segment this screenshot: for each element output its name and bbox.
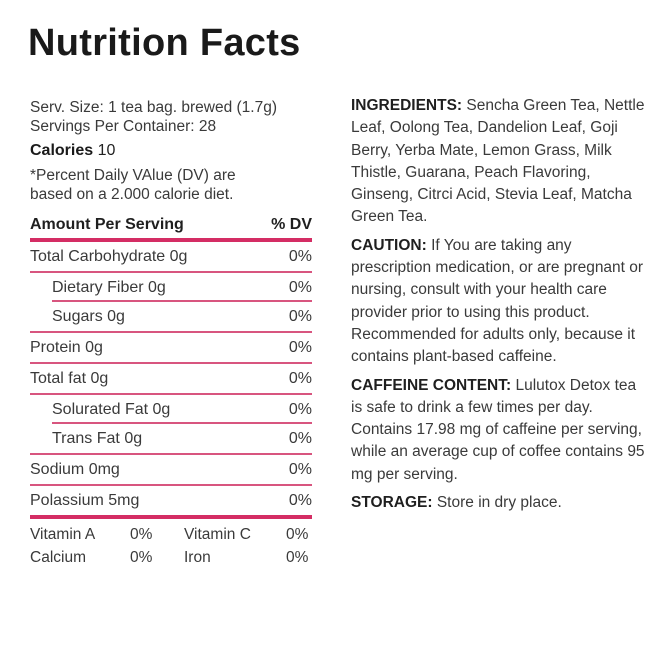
dv-note-line: based on a 2.000 calorie diet. [30, 186, 234, 203]
nutrient-label: Trans Fat 0g [52, 430, 143, 447]
caffeine-label: CAFFEINE CONTENT: [351, 376, 512, 394]
nutrient-row: Trans Fat 0g 0% [30, 424, 312, 455]
nutrient-label: Total Carbohydrate 0g [30, 248, 188, 265]
page-title: Nutrition Facts [28, 22, 301, 64]
nutrient-dv: 0% [288, 401, 312, 418]
nutrient-label: Sugars 0g [52, 308, 125, 325]
vitamin-name: Iron [184, 549, 211, 566]
dv-note: *Percent Daily VAlue (DV) are based on a… [30, 166, 312, 204]
nutrient-label: Polassium 5mg [30, 492, 140, 509]
nutrient-row: Solurated Fat 0g 0% [30, 395, 312, 424]
storage: STORAGE: Store in dry place. [351, 492, 651, 514]
nutrient-dv: 0% [288, 308, 312, 325]
vitamin-name: Calcium [30, 549, 86, 566]
nutrient-dv: 0% [288, 279, 312, 296]
vitamin-dv: 0% [286, 526, 309, 543]
nutrition-panel: Serv. Size: 1 tea bag. brewed (1.7g) Ser… [30, 98, 312, 569]
storage-label: STORAGE: [351, 494, 433, 512]
amount-per-serving-header: Amount Per Serving [30, 216, 184, 233]
nutrient-dv: 0% [288, 370, 312, 387]
dv-header: % DV [271, 216, 312, 233]
servings-per-container: Servings Per Container: 28 [30, 118, 217, 135]
nutrient-label: Protein 0g [30, 339, 103, 356]
nutrient-dv: 0% [288, 248, 312, 265]
calories: Calories 10 [30, 142, 312, 160]
caution-label: CAUTION: [351, 236, 427, 254]
nutrient-label: Solurated Fat 0g [52, 401, 171, 418]
vitamins-grid: Vitamin A 0% Vitamin C 0% Calcium 0% Iro… [30, 523, 312, 569]
nutrient-row: Protein 0g 0% [30, 333, 312, 364]
calories-value: 10 [97, 142, 116, 159]
nutrient-row: Total fat 0g 0% [30, 364, 312, 395]
vitamin-name: Vitamin A [30, 526, 96, 543]
nutrient-label: Dietary Fiber 0g [52, 279, 166, 296]
caution: CAUTION: If You are taking any prescript… [351, 235, 651, 369]
thick-divider [30, 238, 312, 242]
table-header: Amount Per Serving % DV [30, 216, 312, 238]
storage-text: Store in dry place. [432, 494, 562, 512]
info-panel: INGREDIENTS: Sencha Green Tea, Nettle Le… [351, 95, 651, 520]
nutrient-label: Total fat 0g [30, 370, 109, 387]
vitamin-dv: 0% [286, 549, 309, 566]
nutrient-row: Polassium 5mg 0% [30, 486, 312, 515]
nutrient-dv: 0% [288, 461, 312, 478]
vitamin-dv: 0% [130, 526, 153, 543]
vitamin-dv: 0% [130, 549, 153, 566]
caffeine-content: CAFFEINE CONTENT: Lulutox Detox tea is s… [351, 375, 651, 486]
vitamin-name: Vitamin C [184, 526, 251, 543]
serving-size: Serv. Size: 1 tea bag. brewed (1.7g) [30, 99, 277, 116]
nutrient-dv: 0% [288, 430, 312, 447]
calories-label: Calories [30, 142, 94, 159]
nutrient-row: Sugars 0g 0% [30, 302, 312, 333]
nutrient-row: Sodium 0mg 0% [30, 455, 312, 486]
dv-note-line: *Percent Daily VAlue (DV) are [30, 167, 236, 184]
ingredients-text: Sencha Green Tea, Nettle Leaf, Oolong Te… [351, 97, 645, 226]
nutrient-dv: 0% [288, 492, 312, 509]
nutrient-row: Dietary Fiber 0g 0% [30, 273, 312, 302]
nutrient-row: Total Carbohydrate 0g 0% [30, 242, 312, 273]
caution-text: If You are taking any prescription medic… [351, 236, 644, 366]
caffeine-text: Lulutox Detox tea is safe to drink a few… [351, 376, 645, 483]
nutrient-dv: 0% [288, 339, 312, 356]
nutrient-label: Sodium 0mg [30, 461, 120, 478]
ingredients-label: INGREDIENTS: [351, 97, 463, 114]
ingredients: INGREDIENTS: Sencha Green Tea, Nettle Le… [351, 95, 651, 229]
thick-divider [30, 515, 312, 519]
